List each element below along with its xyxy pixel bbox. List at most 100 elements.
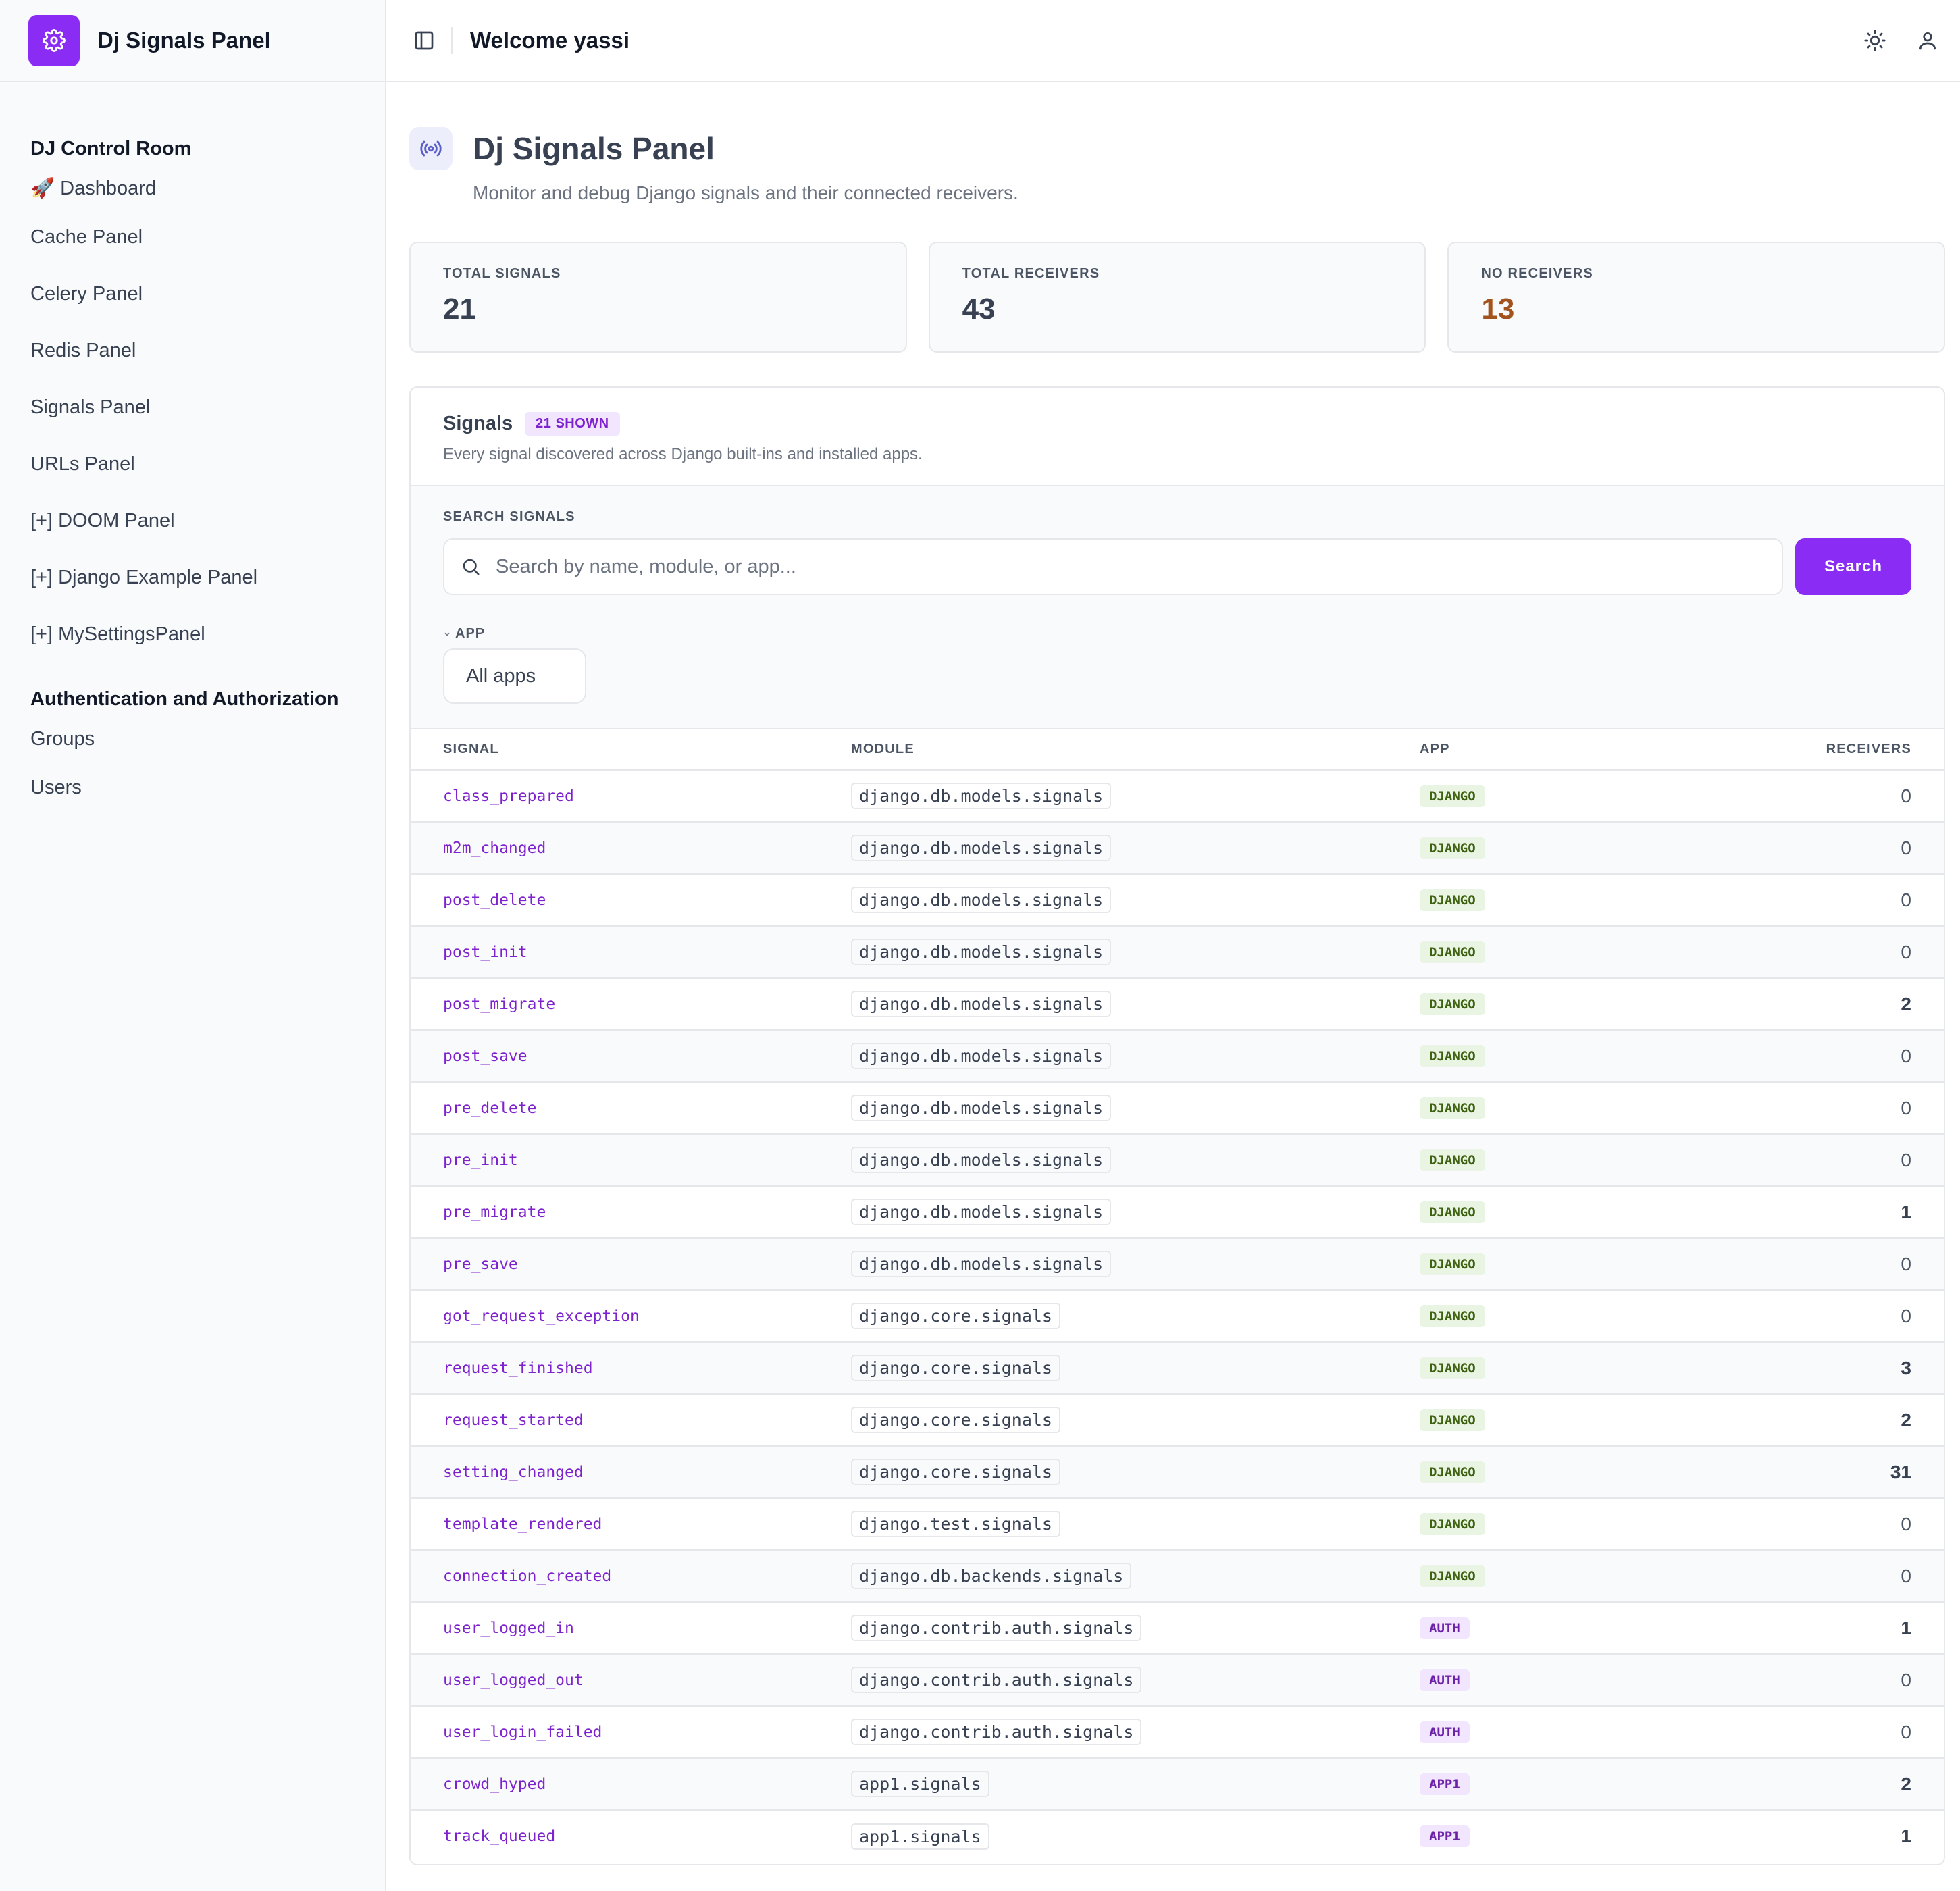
user-menu-button[interactable] [1911, 24, 1944, 57]
app-filter-toggle[interactable]: APP [443, 626, 1911, 642]
sidebar-item-users[interactable]: Users [30, 776, 82, 798]
module-cell: app1.signals [850, 1810, 1419, 1862]
receivers-cell: 0 [1650, 1550, 1944, 1603]
sidebar-item-celery-panel[interactable]: Celery Panel [30, 282, 143, 305]
page-icon [409, 127, 453, 170]
table-row[interactable]: class_prepared django.db.models.signals DJ… [411, 770, 1944, 823]
app-cell: DJANGO [1419, 1134, 1650, 1187]
app-badge: DJANGO [1420, 837, 1485, 859]
table-row[interactable]: request_finished django.core.signals DJANG… [411, 1342, 1944, 1395]
card-title: Signals [443, 413, 513, 434]
signal-cell: post_migrate [411, 978, 850, 1031]
module-cell: django.contrib.auth.signals [850, 1602, 1419, 1655]
signal-link[interactable]: post_delete [443, 891, 546, 909]
signal-link[interactable]: post_save [443, 1047, 527, 1065]
table-row[interactable]: pre_migrate django.db.models.signals DJANG… [411, 1186, 1944, 1239]
sidebar-item-cache-panel[interactable]: Cache Panel [30, 226, 143, 248]
signal-cell: request_started [411, 1394, 850, 1447]
search-input[interactable] [494, 554, 1713, 579]
stat-card-total-signals: TOTAL SIGNALS 21 [409, 242, 907, 353]
table-row[interactable]: request_started django.core.signals DJANGO… [411, 1394, 1944, 1447]
signal-link[interactable]: post_init [443, 943, 527, 961]
signal-link[interactable]: pre_save [443, 1255, 518, 1273]
app-badge: DJANGO [1420, 1461, 1485, 1483]
module-chip: django.core.signals [851, 1459, 1060, 1485]
app-badge: DJANGO [1420, 1409, 1485, 1431]
signal-link[interactable]: pre_migrate [443, 1203, 546, 1221]
signal-link[interactable]: request_started [443, 1411, 584, 1429]
sidebar-item-mysettings-panel[interactable]: [+] MySettingsPanel [30, 623, 205, 645]
column-header-receivers[interactable]: RECEIVERS [1650, 729, 1944, 771]
signal-cell: connection_created [411, 1550, 850, 1603]
table-row[interactable]: crowd_hyped app1.signals APP1 2 [411, 1758, 1944, 1811]
signal-link[interactable]: connection_created [443, 1567, 612, 1585]
app-badge: DJANGO [1420, 1045, 1485, 1067]
signal-link[interactable]: user_logged_in [443, 1619, 574, 1637]
table-row[interactable]: post_save django.db.models.signals DJANGO 0 [411, 1030, 1944, 1083]
signal-link[interactable]: got_request_exception [443, 1307, 640, 1325]
table-row[interactable]: template_rendered django.test.signals DJAN… [411, 1498, 1944, 1551]
receivers-cell: 3 [1650, 1342, 1944, 1395]
sidebar: Dj Signals Panel DJ Control Room 🚀 Dashb… [0, 0, 386, 1891]
sidebar-item-dashboard[interactable]: 🚀 Dashboard [30, 178, 157, 199]
sidebar-item-urls-panel[interactable]: URLs Panel [30, 452, 135, 475]
table-row[interactable]: user_logged_in django.contrib.auth.signal… [411, 1602, 1944, 1655]
app-badge: DJANGO [1420, 889, 1485, 911]
signal-link[interactable]: crowd_hyped [443, 1775, 546, 1793]
sidebar-item-signals-panel[interactable]: Signals Panel [30, 396, 151, 418]
signal-link[interactable]: user_logged_out [443, 1671, 584, 1689]
signal-link[interactable]: post_migrate [443, 995, 556, 1013]
sidebar-toggle-button[interactable] [409, 26, 439, 55]
table-row[interactable]: m2m_changed django.db.models.signals DJANG… [411, 822, 1944, 875]
table-row[interactable]: post_init django.db.models.signals DJANGO 0 [411, 926, 1944, 979]
receiver-count: 0 [1901, 1721, 1911, 1742]
app-cell: DJANGO [1419, 1394, 1650, 1447]
brand[interactable]: Dj Signals Panel [0, 0, 385, 82]
signal-link[interactable]: user_login_failed [443, 1723, 602, 1741]
signal-link[interactable]: m2m_changed [443, 839, 546, 857]
table-header-row: SIGNAL MODULE APP RECEIVERS [411, 729, 1944, 771]
app-cell: AUTH [1419, 1654, 1650, 1707]
signal-link[interactable]: pre_init [443, 1151, 518, 1169]
module-cell: django.db.models.signals [850, 1186, 1419, 1239]
search-field[interactable] [443, 538, 1783, 595]
theme-toggle-button[interactable] [1859, 24, 1891, 57]
table-row[interactable]: pre_init django.db.models.signals DJANGO 0 [411, 1134, 1944, 1187]
table-row[interactable]: pre_delete django.db.models.signals DJANGO… [411, 1082, 1944, 1135]
signal-cell: post_init [411, 926, 850, 979]
app-badge: DJANGO [1420, 1253, 1485, 1275]
table-row[interactable]: post_migrate django.db.models.signals DJAN… [411, 978, 1944, 1031]
signal-link[interactable]: track_queued [443, 1828, 556, 1845]
app-cell: APP1 [1419, 1758, 1650, 1811]
module-chip: django.db.models.signals [851, 1147, 1112, 1173]
column-header-app[interactable]: APP [1419, 729, 1650, 771]
column-header-module[interactable]: MODULE [850, 729, 1419, 771]
app-cell: DJANGO [1419, 1498, 1650, 1551]
sidebar-item-doom-panel[interactable]: [+] DOOM Panel [30, 509, 175, 532]
column-header-signal[interactable]: SIGNAL [411, 729, 850, 771]
table-row[interactable]: user_logged_out django.contrib.auth.signa… [411, 1654, 1944, 1707]
table-row[interactable]: got_request_exception django.core.signals… [411, 1290, 1944, 1343]
signal-link[interactable]: template_rendered [443, 1515, 602, 1533]
search-button[interactable]: Search [1795, 538, 1911, 595]
app-cell: DJANGO [1419, 1342, 1650, 1395]
signal-cell: user_logged_in [411, 1602, 850, 1655]
signal-link[interactable]: class_prepared [443, 787, 574, 805]
signal-link[interactable]: setting_changed [443, 1463, 584, 1481]
table-row[interactable]: pre_save django.db.models.signals DJANGO 0 [411, 1238, 1944, 1291]
signals-table: SIGNAL MODULE APP RECEIVERS class_prepar… [411, 729, 1944, 1862]
table-row[interactable]: post_delete django.db.models.signals DJANG… [411, 874, 1944, 927]
sidebar-item-groups[interactable]: Groups [30, 727, 95, 750]
app-filter-select[interactable]: All apps [443, 648, 586, 704]
app-cell: DJANGO [1419, 770, 1650, 823]
table-row[interactable]: track_queued app1.signals APP1 1 [411, 1810, 1944, 1862]
signal-link[interactable]: request_finished [443, 1359, 593, 1377]
sidebar-item-django-example-panel[interactable]: [+] Django Example Panel [30, 566, 258, 588]
module-cell: django.db.models.signals [850, 926, 1419, 979]
signal-link[interactable]: pre_delete [443, 1099, 537, 1117]
table-row[interactable]: user_login_failed django.contrib.auth.sig… [411, 1706, 1944, 1759]
table-row[interactable]: setting_changed django.core.signals DJANGO… [411, 1446, 1944, 1499]
signals-table-body: class_prepared django.db.models.signals DJ… [411, 770, 1944, 1862]
sidebar-item-redis-panel[interactable]: Redis Panel [30, 339, 136, 361]
table-row[interactable]: connection_created django.db.backends.sig… [411, 1550, 1944, 1603]
